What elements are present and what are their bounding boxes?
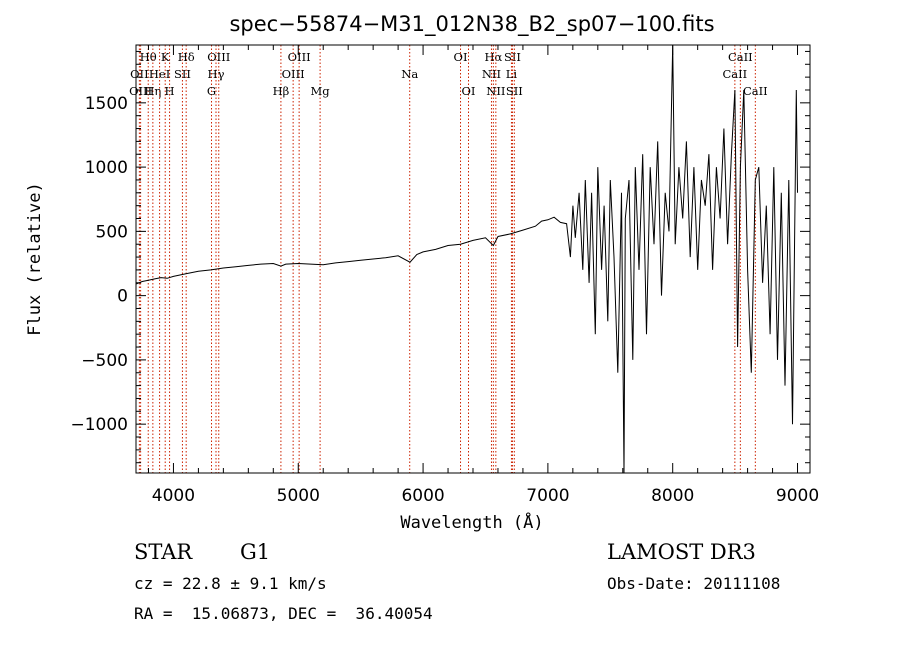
x-axis-label: Wavelength (Å) — [400, 511, 543, 533]
ra-dec: RA = 15.06873, DEC = 36.40054 — [134, 604, 433, 623]
x-tick-label: 5000 — [277, 486, 320, 506]
marker-label-11: G — [207, 84, 216, 98]
marker-label-6: H — [165, 84, 175, 98]
y-tick-label: −1000 — [70, 415, 128, 435]
x-tick-label: 8000 — [651, 486, 694, 506]
marker-label-19: Hα — [484, 50, 502, 64]
marker-label-14: OIII — [282, 67, 305, 81]
marker-label-4: HeI — [149, 67, 170, 81]
marker-label-25: CaII — [728, 50, 753, 64]
x-tick-label: 6000 — [401, 486, 444, 506]
marker-label-10: Hγ — [208, 67, 225, 81]
survey-label: LAMOST DR3 — [607, 540, 756, 564]
cz-value: cz = 22.8 ± 9.1 km/s — [134, 574, 327, 593]
plot-frame — [135, 44, 811, 474]
y-tick-label: 1000 — [85, 158, 128, 178]
marker-label-22: Li — [506, 67, 518, 81]
y-tick-label: 500 — [96, 222, 128, 242]
marker-label-12: Hβ — [273, 84, 290, 98]
marker-label-16: Na — [401, 67, 418, 81]
marker-label-0: Hθ — [140, 50, 157, 64]
marker-label-15: Mg — [311, 84, 331, 98]
x-tick-label: 7000 — [526, 486, 569, 506]
marker-label-1: OII — [130, 67, 149, 81]
x-tick-label: 4000 — [152, 486, 195, 506]
class-label: STAR — [134, 540, 193, 564]
marker-label-17: OI — [454, 50, 468, 64]
marker-label-26: CaII — [722, 67, 747, 81]
marker-label-2: OIII — [129, 84, 152, 98]
marker-label-9: OIII — [207, 50, 230, 64]
marker-label-18: OI — [462, 84, 476, 98]
y-axis: −1000 −500 0 500 1000 1500 — [70, 50, 810, 464]
marker-label-3: Hη — [144, 84, 161, 98]
y-tick-label: 1500 — [85, 94, 128, 114]
marker-label-21: NII — [482, 67, 501, 81]
marker-label-13: OIII — [288, 50, 311, 64]
y-axis-label: Flux (relative) — [25, 182, 45, 336]
obs-date: Obs-Date: 20111108 — [607, 574, 781, 593]
y-tick-label: 0 — [117, 287, 128, 307]
marker-label-20: SII — [504, 50, 521, 64]
subclass-label: G1 — [240, 540, 271, 564]
y-tick-label: −500 — [81, 351, 128, 371]
marker-label-7: SII — [174, 67, 191, 81]
marker-label-23: NII — [486, 84, 505, 98]
marker-label-5: K — [161, 50, 170, 64]
spectrum-line — [135, 44, 798, 474]
marker-label-8: Hδ — [178, 50, 195, 64]
marker-label-24: SII — [506, 84, 523, 98]
x-axis: 4000 5000 6000 7000 8000 9000 — [147, 45, 819, 506]
x-tick-label: 9000 — [776, 486, 819, 506]
marker-label-27: CaII — [743, 84, 768, 98]
chart-title: spec−55874−M31_012N38_B2_sp07−100.fits — [229, 12, 714, 37]
